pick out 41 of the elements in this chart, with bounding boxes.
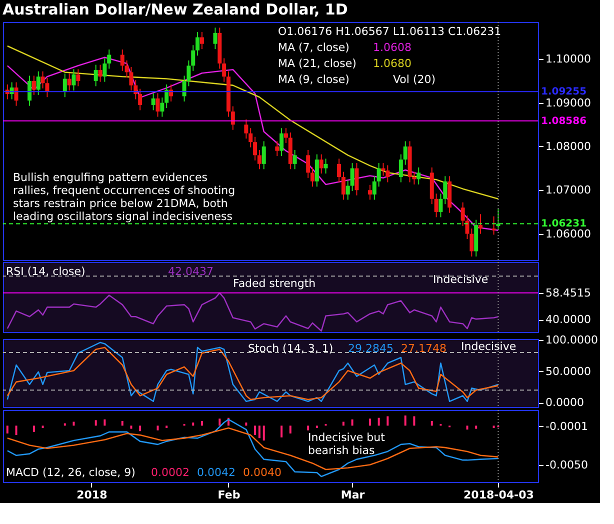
- y-tick-label: 58.4515: [546, 286, 591, 300]
- x-tick-label: 2018-04-03: [464, 488, 534, 502]
- annotation: 0.0042: [197, 466, 236, 479]
- annotation: Indecisive: [433, 273, 488, 286]
- annotation: Bullish engulfing pattern evidences rallies, frequent occurrences of shooting stars restrain price below 21DMA, both leading oscillators signal indecisiveness: [13, 171, 236, 223]
- annotation: MA (9, close): [278, 73, 350, 86]
- annotation: 42.0437: [168, 265, 214, 278]
- x-tick-label: Feb: [218, 488, 240, 502]
- x-tick-label: Mar: [340, 488, 366, 502]
- annotation: 29.2845: [348, 342, 394, 355]
- ref-line-label: 1.06231: [541, 218, 587, 230]
- annotation: MACD (12, 26, close, 9): [6, 466, 136, 479]
- annotation: MA (21, close): [278, 57, 356, 70]
- y-tick-label: -0.0050: [546, 458, 588, 472]
- y-tick-label: 0.0000: [546, 396, 584, 410]
- y-tick-label: -0.0001: [546, 420, 588, 433]
- annotation: 1.0608: [373, 41, 412, 54]
- y-tick-label: 40.0000: [546, 313, 591, 326]
- annotation: Indecisive: [461, 340, 516, 353]
- annotation: 27.1748: [401, 342, 446, 355]
- y-tick-label: 100.0000: [546, 333, 598, 346]
- ref-line-label: 1.08586: [541, 116, 587, 127]
- y-tick-label: 1.08000: [546, 140, 591, 153]
- annotation: Indecisive but bearish bias: [308, 431, 386, 457]
- annotation: 0.0002: [151, 466, 190, 479]
- x-tick-label: 2018: [76, 488, 108, 502]
- annotation: RSI (14, close): [6, 265, 86, 278]
- y-tick-label: 1.10000: [546, 52, 591, 66]
- annotation: Vol (20): [393, 73, 436, 86]
- y-tick-label: 50.0000: [546, 364, 591, 378]
- annotation: Faded strength: [233, 277, 316, 290]
- y-tick-label: 1.07000: [546, 184, 591, 197]
- annotation: Stoch (14, 3, 1): [248, 342, 334, 355]
- annotation: MA (7, close): [278, 41, 350, 54]
- ref-line-label: 1.09255: [541, 86, 587, 98]
- annotation: 1.0680: [373, 57, 412, 70]
- y-tick-label: 1.06000: [546, 227, 591, 240]
- chart-title: Australian Dollar/New Zealand Dollar, 1D: [2, 0, 348, 18]
- y-tick-label: 1.09000: [546, 96, 591, 110]
- annotation: 0.0040: [243, 466, 282, 479]
- annotation: O1.06176 H1.06567 L1.06113 C1.06231: [278, 25, 502, 38]
